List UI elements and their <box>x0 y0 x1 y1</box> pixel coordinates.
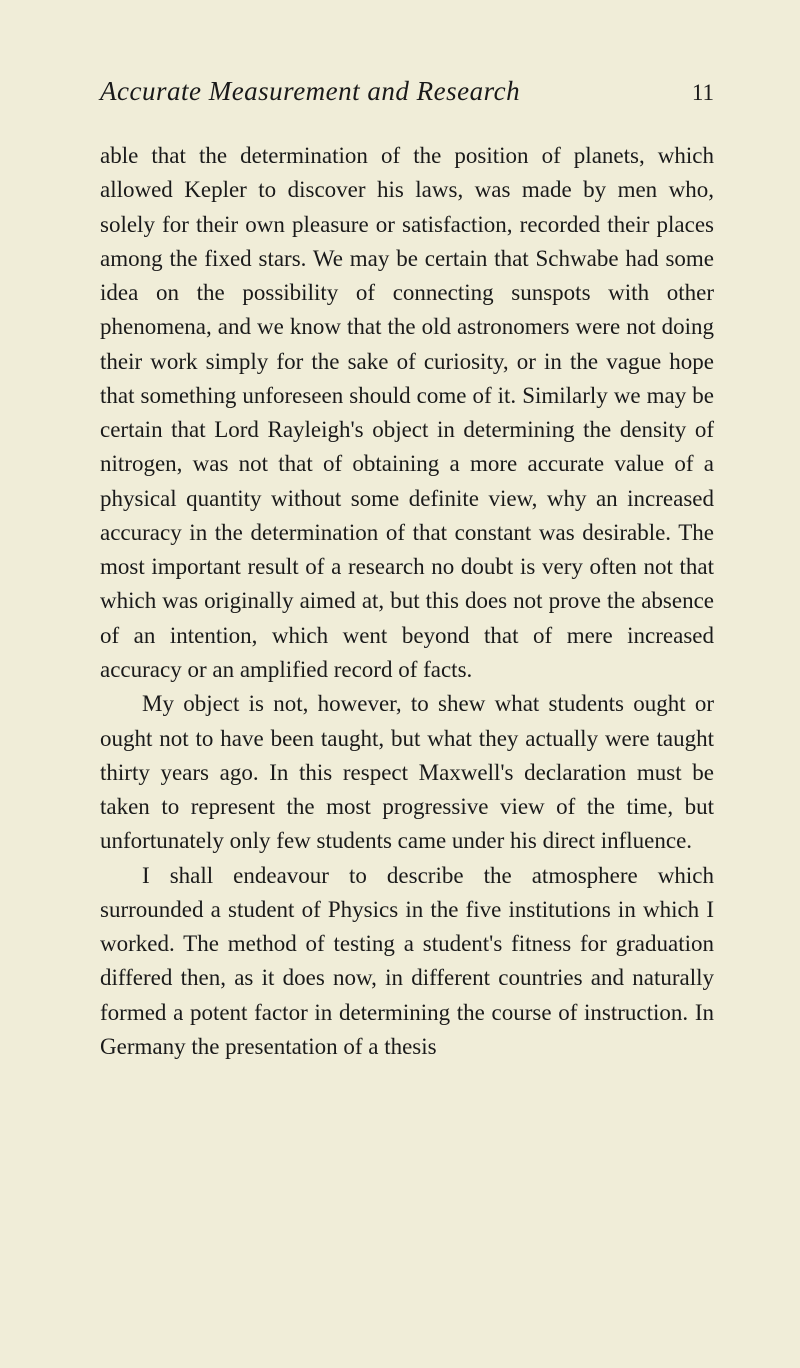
body-text: able that the determination of the posit… <box>100 139 714 1064</box>
paragraph-2: My object is not, however, to shew what … <box>100 691 714 853</box>
page-number: 11 <box>692 80 714 106</box>
page-container: Accurate Measurement and Research 11 abl… <box>0 0 800 1124</box>
header-title: Accurate Measurement and Research <box>100 76 520 107</box>
paragraph-3: I shall endeavour to describe the atmosp… <box>100 863 714 1059</box>
paragraph-1: able that the determination of the posit… <box>100 143 714 682</box>
page-header: Accurate Measurement and Research 11 <box>100 76 714 107</box>
